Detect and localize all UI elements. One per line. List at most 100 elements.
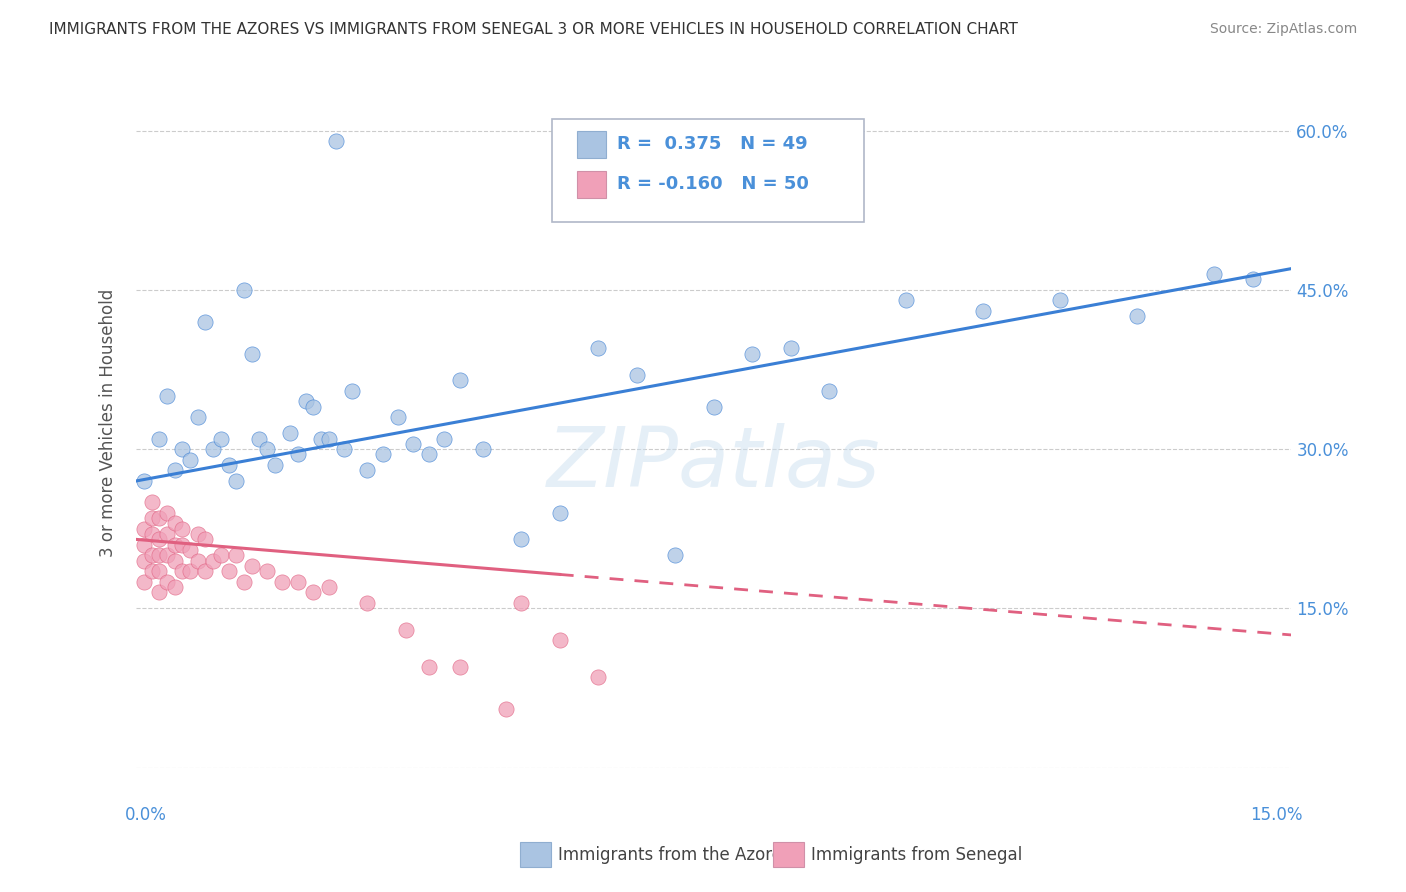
Point — [141, 549, 163, 563]
Point — [402, 437, 425, 451]
Point — [741, 346, 763, 360]
Point — [163, 554, 186, 568]
Y-axis label: 3 or more Vehicles in Household: 3 or more Vehicles in Household — [100, 288, 117, 557]
Point — [340, 384, 363, 398]
Point — [449, 373, 471, 387]
Point — [202, 442, 225, 456]
Point — [148, 511, 170, 525]
Point — [233, 283, 256, 297]
Point — [209, 549, 232, 563]
Point — [132, 474, 155, 488]
Point — [225, 549, 247, 563]
Point — [218, 458, 240, 472]
Point — [163, 516, 186, 531]
Point — [972, 304, 994, 318]
Point — [179, 452, 201, 467]
Point — [325, 134, 347, 148]
Point — [141, 511, 163, 525]
Text: R = -0.160   N = 50: R = -0.160 N = 50 — [617, 176, 808, 194]
Text: IMMIGRANTS FROM THE AZORES VS IMMIGRANTS FROM SENEGAL 3 OR MORE VEHICLES IN HOUS: IMMIGRANTS FROM THE AZORES VS IMMIGRANTS… — [49, 22, 1018, 37]
Point — [294, 394, 316, 409]
Point — [172, 442, 194, 456]
Point — [132, 522, 155, 536]
Point — [333, 442, 356, 456]
Point — [141, 495, 163, 509]
Point — [156, 549, 179, 563]
Point — [510, 596, 533, 610]
Point — [194, 564, 217, 578]
Point — [1049, 293, 1071, 308]
Point — [433, 432, 456, 446]
Point — [510, 533, 533, 547]
Point — [132, 538, 155, 552]
Point — [356, 463, 378, 477]
Point — [148, 585, 170, 599]
Point — [318, 432, 340, 446]
Point — [471, 442, 494, 456]
Point — [356, 596, 378, 610]
Point — [263, 458, 285, 472]
Point — [309, 432, 332, 446]
Point — [187, 527, 209, 541]
Point — [148, 533, 170, 547]
Point — [179, 543, 201, 558]
Point — [586, 670, 609, 684]
Point — [233, 574, 256, 589]
Point — [256, 442, 278, 456]
Point — [664, 549, 686, 563]
Point — [179, 564, 201, 578]
FancyBboxPatch shape — [578, 130, 606, 158]
Point — [163, 580, 186, 594]
Point — [626, 368, 648, 382]
Point — [141, 564, 163, 578]
Point — [387, 410, 409, 425]
Point — [287, 574, 309, 589]
Point — [240, 346, 263, 360]
Point — [240, 558, 263, 573]
FancyBboxPatch shape — [578, 170, 606, 198]
Point — [132, 574, 155, 589]
Point — [287, 447, 309, 461]
Point — [163, 538, 186, 552]
Point — [156, 527, 179, 541]
Point — [202, 554, 225, 568]
Point — [156, 389, 179, 403]
Point — [548, 506, 571, 520]
Point — [896, 293, 918, 308]
Point — [163, 463, 186, 477]
Point — [225, 474, 247, 488]
Point — [779, 341, 801, 355]
Point — [194, 533, 217, 547]
Text: Immigrants from Senegal: Immigrants from Senegal — [811, 846, 1022, 863]
Point — [318, 580, 340, 594]
Text: 0.0%: 0.0% — [125, 805, 166, 823]
Point — [156, 574, 179, 589]
Point — [1241, 272, 1264, 286]
FancyBboxPatch shape — [553, 119, 863, 222]
Text: R =  0.375   N = 49: R = 0.375 N = 49 — [617, 136, 807, 153]
Text: Source: ZipAtlas.com: Source: ZipAtlas.com — [1209, 22, 1357, 37]
Point — [172, 538, 194, 552]
Point — [148, 432, 170, 446]
Text: ZIPatlas: ZIPatlas — [547, 424, 880, 505]
Point — [418, 447, 440, 461]
Point — [1204, 267, 1226, 281]
Text: 15.0%: 15.0% — [1250, 805, 1303, 823]
Point — [395, 623, 418, 637]
Point — [495, 702, 517, 716]
Text: Immigrants from the Azores: Immigrants from the Azores — [558, 846, 792, 863]
Point — [449, 660, 471, 674]
Point — [703, 400, 725, 414]
Point — [302, 400, 325, 414]
Point — [271, 574, 294, 589]
Point — [256, 564, 278, 578]
Point — [194, 315, 217, 329]
Point — [187, 410, 209, 425]
Point — [132, 554, 155, 568]
Point — [548, 633, 571, 648]
Point — [172, 522, 194, 536]
Point — [1126, 310, 1149, 324]
Point — [218, 564, 240, 578]
Point — [371, 447, 394, 461]
Point — [172, 564, 194, 578]
